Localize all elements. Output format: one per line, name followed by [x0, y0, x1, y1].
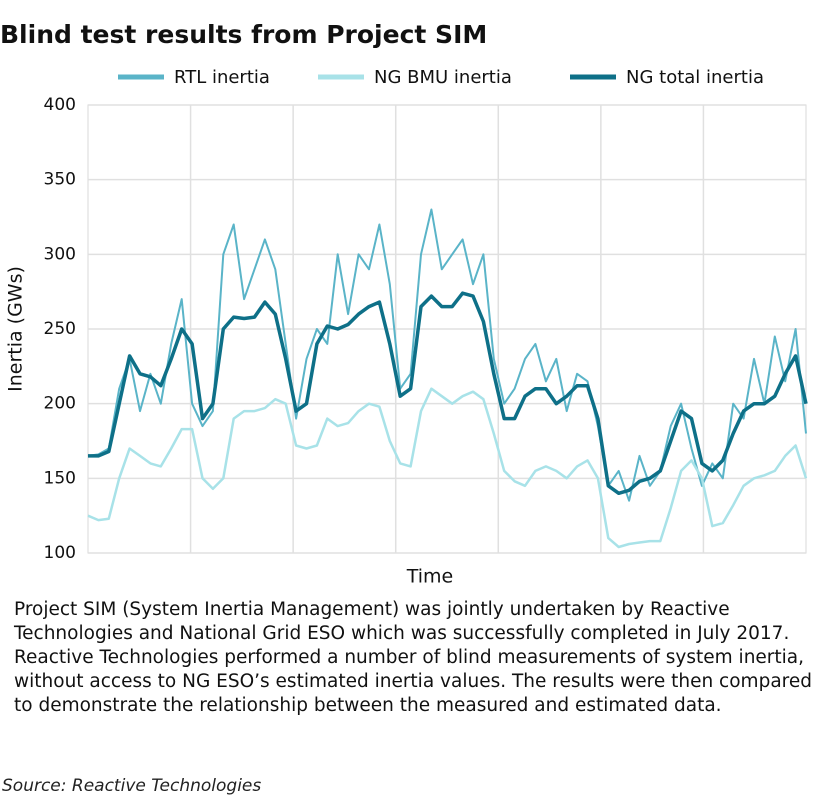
source: Source: Reactive Technologies — [2, 776, 262, 796]
x-axis-label: Time — [406, 566, 454, 588]
y-axis-label: Inertia (GWs) — [5, 266, 27, 392]
y-tick-label: 400 — [44, 95, 76, 115]
line — [87, 387, 808, 549]
description: Project SIM (System Inertia Management) … — [14, 599, 812, 716]
chart: Blind test results from Project SIM Time… — [0, 20, 808, 588]
chart-title: Blind test results from Project SIM — [0, 20, 487, 49]
legend-label: NG total inertia — [626, 67, 764, 88]
y-tick-label: 350 — [44, 170, 76, 190]
y-tick-label: 150 — [44, 468, 76, 488]
line — [87, 208, 807, 502]
y-tick-label: 250 — [44, 319, 76, 339]
y-tick-label: 100 — [44, 543, 76, 563]
legend-label: RTL inertia — [174, 67, 270, 88]
y-tick-label: 200 — [44, 394, 76, 414]
legend-label: NG BMU inertia — [374, 67, 512, 88]
line — [88, 291, 808, 496]
y-tick-label: 300 — [44, 244, 76, 264]
